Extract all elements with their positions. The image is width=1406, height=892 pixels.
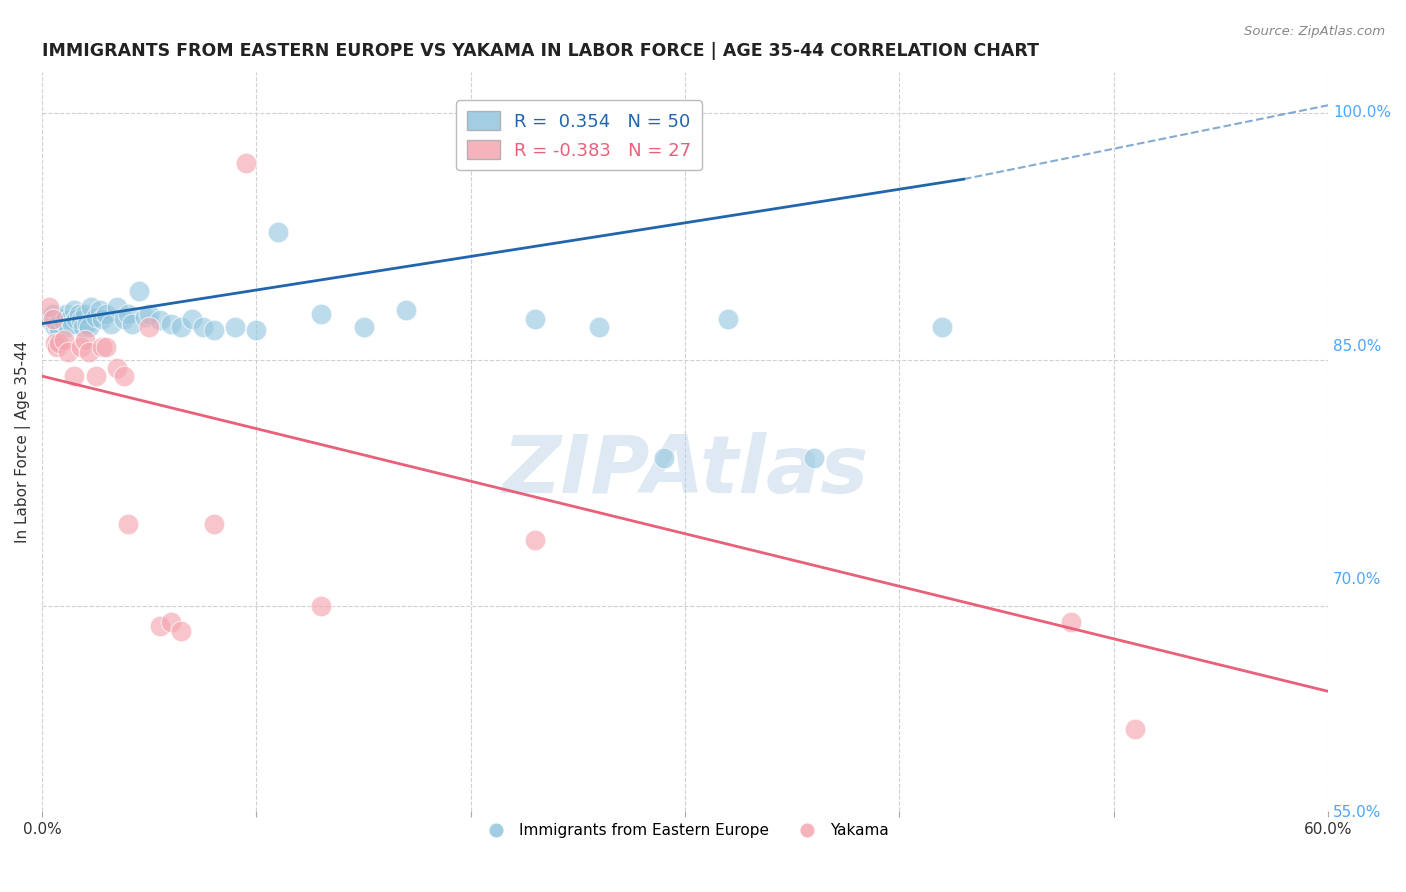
Point <box>96 340 118 354</box>
Point <box>159 317 181 331</box>
Point <box>89 303 111 318</box>
Text: ZIPAtlas: ZIPAtlas <box>502 433 869 510</box>
Point <box>72 319 94 334</box>
Point <box>191 319 214 334</box>
Point <box>44 336 66 351</box>
Point <box>353 319 375 334</box>
Point <box>73 307 96 321</box>
Point <box>46 317 69 331</box>
Point <box>63 369 86 384</box>
Point <box>1060 615 1083 630</box>
Point <box>77 319 100 334</box>
Point <box>245 323 267 337</box>
Point <box>159 615 181 630</box>
Point <box>224 319 246 334</box>
Point <box>77 344 100 359</box>
Point <box>105 360 128 375</box>
Point <box>42 311 65 326</box>
Point <box>52 315 75 329</box>
Point <box>235 155 257 169</box>
Point <box>65 311 87 326</box>
Point <box>52 333 75 347</box>
Point <box>652 451 675 466</box>
Point <box>1123 722 1146 736</box>
Point <box>48 323 70 337</box>
Point <box>80 300 103 314</box>
Point <box>309 307 332 321</box>
Point <box>59 311 82 326</box>
Point <box>48 336 70 351</box>
Point <box>121 317 143 331</box>
Point <box>60 317 83 331</box>
Text: IMMIGRANTS FROM EASTERN EUROPE VS YAKAMA IN LABOR FORCE | AGE 35-44 CORRELATION : IMMIGRANTS FROM EASTERN EUROPE VS YAKAMA… <box>42 42 1039 60</box>
Point <box>524 533 547 548</box>
Point <box>51 311 73 326</box>
Point <box>69 340 91 354</box>
Point <box>717 311 740 326</box>
Point <box>149 313 172 327</box>
Point <box>91 311 114 326</box>
Point <box>524 311 547 326</box>
Point <box>588 319 610 334</box>
Point <box>267 225 290 239</box>
Point <box>803 451 825 466</box>
Point <box>91 340 114 354</box>
Point <box>149 618 172 632</box>
Point <box>181 311 204 326</box>
Point <box>38 300 60 314</box>
Point <box>67 307 90 321</box>
Point <box>138 319 160 334</box>
Point <box>117 307 139 321</box>
Point <box>38 311 60 326</box>
Point <box>117 516 139 531</box>
Point <box>46 340 69 354</box>
Text: Source: ZipAtlas.com: Source: ZipAtlas.com <box>1244 25 1385 38</box>
Point <box>96 307 118 321</box>
Point <box>202 323 225 337</box>
Point <box>395 303 418 318</box>
Point <box>105 300 128 314</box>
Point <box>56 319 79 334</box>
Legend: Immigrants from Eastern Europe, Yakama: Immigrants from Eastern Europe, Yakama <box>475 817 896 844</box>
Point <box>309 599 332 613</box>
Point <box>202 516 225 531</box>
Point <box>112 311 135 326</box>
Point <box>170 624 193 638</box>
Point <box>42 307 65 321</box>
Point <box>134 310 156 324</box>
Point <box>84 369 107 384</box>
Point <box>76 317 98 331</box>
Point <box>128 284 150 298</box>
Point <box>112 369 135 384</box>
Point <box>170 319 193 334</box>
Point <box>84 310 107 324</box>
Y-axis label: In Labor Force | Age 35-44: In Labor Force | Age 35-44 <box>15 341 31 543</box>
Point <box>138 307 160 321</box>
Point <box>73 333 96 347</box>
Point <box>63 303 86 318</box>
Point <box>56 344 79 359</box>
Point <box>69 313 91 327</box>
Point <box>100 317 122 331</box>
Point <box>931 319 953 334</box>
Point <box>55 307 77 321</box>
Point <box>44 319 66 334</box>
